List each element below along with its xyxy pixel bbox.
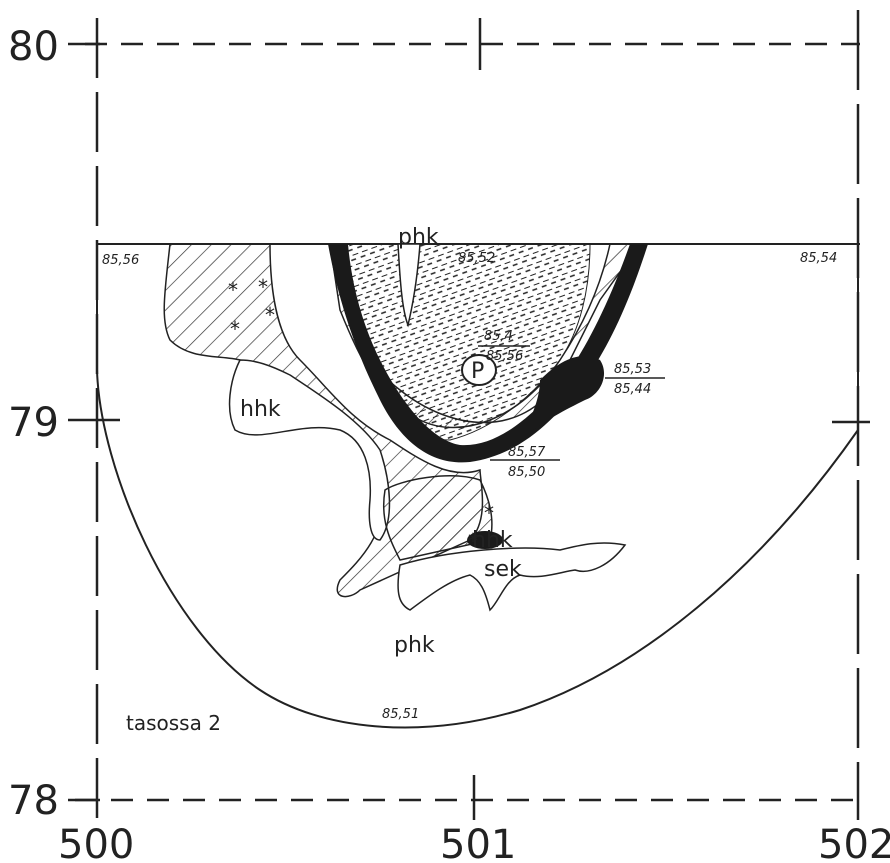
elev-right-lower: 85,44 [614,382,651,397]
asterisk-3: * [265,303,275,327]
x-label-502: 502 [818,822,890,863]
pit-outline [96,243,859,729]
phk-tongue [397,243,421,328]
y-label-78: 78 [8,778,59,824]
asterisk-6: * [468,529,478,553]
region-phk-bottom: phk [394,633,435,658]
x-label-501: 501 [440,822,516,863]
asterisk-4: * [230,317,240,341]
region-hhk: hhk [240,397,281,422]
p-marker-label: P [471,359,484,384]
asterisk-5: * [484,501,494,525]
y-label-79: 79 [8,400,59,446]
region-hhk-lower: hhk [472,528,513,553]
y-label-80: 80 [8,24,59,70]
elev-center-upper: 85,4 [484,329,513,344]
elev-right-upper: 85,53 [614,362,651,377]
asterisk-1: * [228,278,238,302]
elev-mid-upper: 85,57 [508,445,546,460]
dark-band [328,244,648,463]
hhk-lobe [228,359,391,541]
lower-arm [382,475,493,561]
map-caption: tasossa 2 [126,711,221,735]
dark-blob [467,531,503,549]
elev-left-top: 85,56 [102,253,139,268]
elev-right-top: 85,54 [800,251,837,266]
asterisk-2: * [258,275,268,299]
region-sek: sek [484,557,522,582]
asterisk-markers: * * * * * * [228,275,494,553]
fraction-lines [478,345,665,461]
elev-mid-lower: 85,50 [508,465,545,480]
region-phk-top: phk [398,225,439,250]
dark-band-right [520,356,605,440]
x-label-500: 500 [58,822,134,863]
elev-center-top: 85,52 [458,251,495,266]
p-marker-circle [461,354,497,386]
elev-center-lower: 85,56 [486,349,523,364]
elev-bottom: 85,51 [382,707,419,722]
sek-area [397,542,627,612]
